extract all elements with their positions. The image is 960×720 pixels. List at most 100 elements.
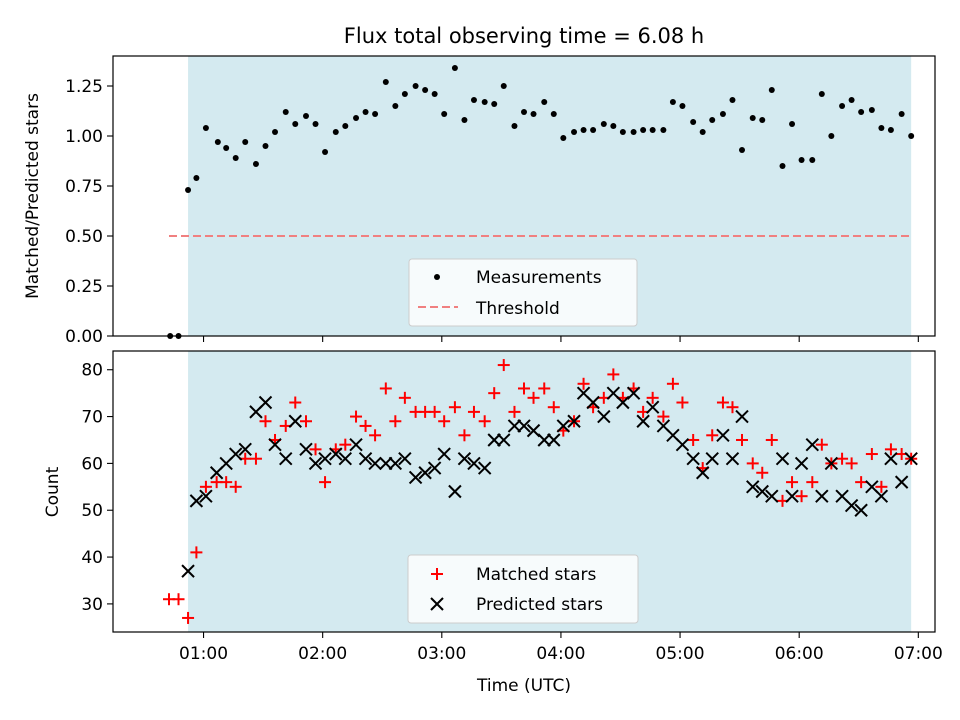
measurement-point	[481, 99, 488, 105]
measurement-point	[262, 143, 269, 149]
matched-star-point	[845, 457, 858, 470]
matched-star-point	[646, 391, 659, 404]
predicted-star-point	[408, 470, 423, 485]
matched-star-point	[508, 405, 521, 418]
count-x-tick-label: 05:00	[656, 644, 705, 664]
matched-star-point	[706, 429, 719, 442]
measurement-point	[521, 109, 527, 115]
matched-star-point	[676, 396, 689, 409]
legend-predicted-glyph	[430, 597, 444, 611]
matched-star-point	[806, 476, 819, 489]
ratio-y-ticks: 0.00 0.25 0.50 0.75 1.00 1.25	[65, 77, 113, 347]
measurement-point	[789, 121, 796, 127]
matched-star-point	[746, 457, 759, 470]
matched-star-point	[249, 452, 262, 465]
predicted-star-point	[299, 442, 313, 457]
measurement-point	[719, 111, 726, 117]
measurement-point	[332, 129, 339, 135]
ratio-y-axis-label: Matched/Predicted stars	[23, 93, 43, 299]
predicted-star-point	[349, 437, 363, 452]
predicted-star-point	[824, 456, 839, 471]
measurement-point	[422, 87, 429, 93]
measurement-point	[759, 117, 766, 123]
matched-star-point	[795, 490, 808, 503]
measurement-point	[541, 99, 548, 105]
matched-star-point	[309, 443, 322, 456]
predicted-star-point	[388, 456, 403, 471]
measurement-point	[362, 109, 369, 115]
predicted-star-point	[805, 437, 820, 452]
predicted-star-point	[497, 433, 511, 447]
ratio-y-tick-label: 0.75	[65, 177, 103, 197]
predicted-star-point	[597, 409, 611, 424]
measurement-point	[392, 103, 399, 109]
measurement-point	[252, 161, 259, 167]
predicted-star-point	[725, 452, 740, 466]
predicted-star-point	[199, 489, 213, 503]
count-x-tick-label: 01:00	[179, 644, 228, 664]
measurement-point	[868, 107, 875, 113]
predicted-star-point	[567, 414, 581, 428]
measurement-point	[372, 111, 379, 117]
ratio-y-tick-label: 1.00	[65, 127, 103, 147]
measurement-point	[500, 83, 507, 89]
measurement-point	[878, 125, 885, 131]
matched-star-point	[884, 443, 897, 456]
matched-star-point	[875, 480, 888, 493]
predicted-star-point	[874, 489, 889, 503]
predicted-star-point	[288, 414, 302, 428]
predicted-star-point	[437, 447, 451, 461]
measurement-point	[898, 111, 905, 117]
count-y-tick-label: 70	[81, 408, 103, 428]
measurement-point	[322, 149, 329, 155]
measurement-point	[401, 91, 408, 97]
matched-star-point	[577, 377, 590, 390]
count-x-tick-label: 04:00	[536, 644, 585, 664]
count-x-tick-label: 07:00	[894, 644, 943, 664]
count-x-tick-label: 06:00	[775, 644, 824, 664]
matched-star-point	[547, 401, 560, 414]
matched-star-point	[478, 415, 491, 428]
predicted-star-point	[268, 437, 282, 452]
measurement-point	[660, 127, 667, 133]
matched-star-point	[379, 382, 392, 395]
measurement-point	[610, 123, 617, 129]
predicted-star-point	[735, 409, 749, 424]
predicted-star-point	[904, 452, 918, 466]
measurement-point	[580, 127, 587, 133]
matched-star-point	[497, 359, 510, 372]
measurement-point	[749, 115, 756, 121]
measurement-point	[461, 117, 468, 123]
matched-star-point	[488, 387, 501, 400]
legend-predicted-label: Predicted stars	[476, 595, 603, 615]
count-x-axis-label: Time (UTC)	[476, 676, 571, 696]
predicted-star-point	[228, 447, 243, 461]
matched-star-point	[467, 405, 480, 418]
predicted-star-point	[815, 489, 829, 503]
measurement-point	[491, 101, 498, 107]
measurement-point	[739, 147, 746, 153]
count-panel: 30 40 50 60 70 80 01:00 02:00 03:00 04:00 05:00 06…	[43, 350, 943, 696]
matched-star-point	[319, 476, 332, 489]
predicted-star-point	[517, 419, 531, 433]
ratio-panel: 0.00 0.25 0.50 0.75 1.00 1.25 Matched/Predict…	[23, 55, 936, 347]
measurement-point	[798, 157, 805, 163]
predicted-star-point	[616, 395, 630, 410]
count-legend: Matched stars Predicted stars	[407, 554, 639, 624]
predicted-star-point	[794, 456, 809, 471]
predicted-star-point	[695, 466, 710, 480]
matched-star-point	[259, 415, 272, 428]
legend-measurements-marker	[434, 274, 440, 280]
measurement-point	[272, 129, 279, 135]
legend-measurements-label: Measurements	[476, 268, 602, 288]
matched-star-point	[518, 382, 530, 395]
predicted-star-point	[238, 442, 252, 457]
predicted-star-point	[755, 484, 769, 499]
predicted-star-point	[586, 395, 600, 410]
predicted-star-point	[854, 503, 868, 517]
matched-stars-points	[162, 359, 918, 624]
matched-star-point	[756, 466, 769, 479]
matched-star-point	[765, 433, 778, 446]
ratio-y-tick-label: 0.50	[65, 227, 103, 247]
predicted-star-point	[258, 395, 273, 410]
